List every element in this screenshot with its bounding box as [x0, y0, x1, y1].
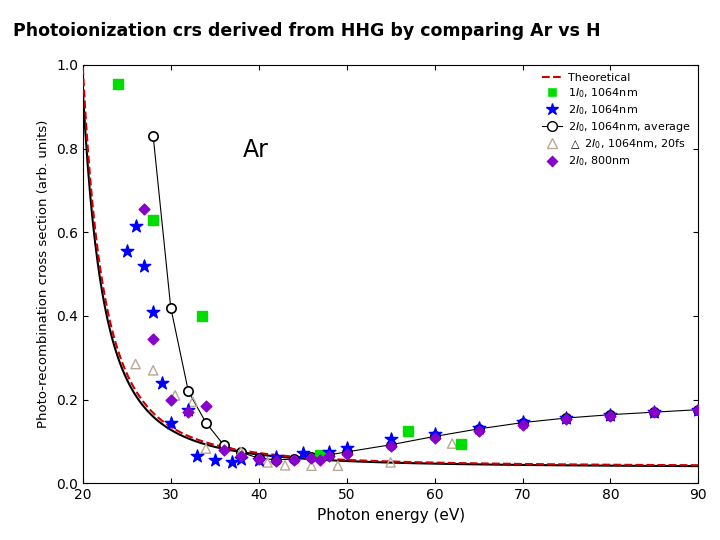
- Point: [165, 395, 176, 404]
- Point: [315, 450, 326, 459]
- Point: [384, 458, 396, 467]
- Point: [306, 461, 318, 470]
- Point: [341, 443, 352, 452]
- Legend: Theoretical, $1I_0$, 1064nm, $2I_0$, 1064nm, $2I_0$, 1064nm, average, $\triangle: Theoretical, $1I_0$, 1064nm, $2I_0$, 106…: [538, 68, 695, 173]
- Point: [227, 457, 238, 466]
- Point: [253, 454, 264, 462]
- Point: [649, 408, 660, 416]
- Point: [649, 408, 660, 416]
- Point: [446, 439, 458, 448]
- Point: [323, 448, 335, 456]
- Point: [253, 455, 264, 463]
- Point: [429, 432, 441, 441]
- Point: [315, 456, 326, 464]
- Point: [139, 205, 150, 213]
- Point: [649, 408, 660, 416]
- Point: [341, 448, 352, 456]
- Point: [209, 456, 220, 464]
- Point: [187, 397, 199, 406]
- Point: [235, 448, 247, 457]
- Point: [165, 418, 176, 427]
- Point: [455, 439, 467, 448]
- Point: [235, 448, 247, 456]
- Point: [429, 434, 441, 442]
- Point: [183, 408, 194, 416]
- Text: Photoionization crs derived from HHG by comparing Ar vs H: Photoionization crs derived from HHG by …: [13, 22, 600, 40]
- Point: [192, 452, 203, 461]
- Point: [121, 247, 132, 255]
- Point: [148, 215, 159, 224]
- Point: [200, 402, 212, 410]
- Point: [306, 454, 318, 462]
- Point: [196, 312, 207, 320]
- Point: [148, 132, 159, 140]
- Point: [271, 456, 282, 465]
- Point: [693, 406, 704, 414]
- Point: [332, 461, 343, 470]
- Point: [473, 424, 485, 433]
- Point: [271, 453, 282, 462]
- Point: [605, 411, 616, 420]
- Point: [429, 430, 441, 438]
- Point: [323, 452, 335, 461]
- Point: [384, 441, 396, 449]
- Point: [384, 435, 396, 444]
- X-axis label: Photon energy (eV): Photon energy (eV): [317, 508, 464, 523]
- Point: [112, 79, 124, 88]
- Point: [384, 442, 396, 451]
- Point: [517, 418, 528, 427]
- Point: [130, 360, 141, 368]
- Y-axis label: Photo-recombination cross section (arb. units): Photo-recombination cross section (arb. …: [37, 120, 50, 428]
- Point: [341, 450, 352, 458]
- Point: [306, 453, 318, 461]
- Point: [148, 335, 159, 343]
- Point: [253, 456, 264, 464]
- Point: [693, 406, 704, 414]
- Point: [517, 418, 528, 427]
- Point: [169, 391, 181, 400]
- Point: [693, 406, 704, 414]
- Point: [288, 456, 300, 464]
- Point: [148, 366, 159, 375]
- Point: [217, 441, 229, 449]
- Point: [235, 455, 247, 463]
- Point: [165, 303, 176, 312]
- Text: Ar: Ar: [243, 138, 269, 162]
- Point: [561, 414, 572, 422]
- Point: [561, 415, 572, 423]
- Point: [217, 446, 229, 454]
- Point: [402, 427, 414, 435]
- Point: [183, 406, 194, 414]
- Point: [148, 307, 159, 316]
- Point: [605, 410, 616, 419]
- Point: [183, 387, 194, 395]
- Point: [156, 379, 168, 387]
- Point: [561, 414, 572, 422]
- Point: [130, 221, 141, 230]
- Point: [288, 455, 300, 463]
- Point: [517, 420, 528, 429]
- Point: [323, 450, 335, 459]
- Point: [605, 411, 616, 420]
- Point: [200, 418, 212, 427]
- Point: [473, 424, 485, 433]
- Point: [235, 452, 247, 461]
- Point: [279, 461, 291, 470]
- Point: [261, 458, 273, 467]
- Point: [297, 448, 308, 457]
- Point: [473, 427, 485, 435]
- Point: [271, 456, 282, 464]
- Point: [139, 261, 150, 270]
- Point: [200, 444, 212, 453]
